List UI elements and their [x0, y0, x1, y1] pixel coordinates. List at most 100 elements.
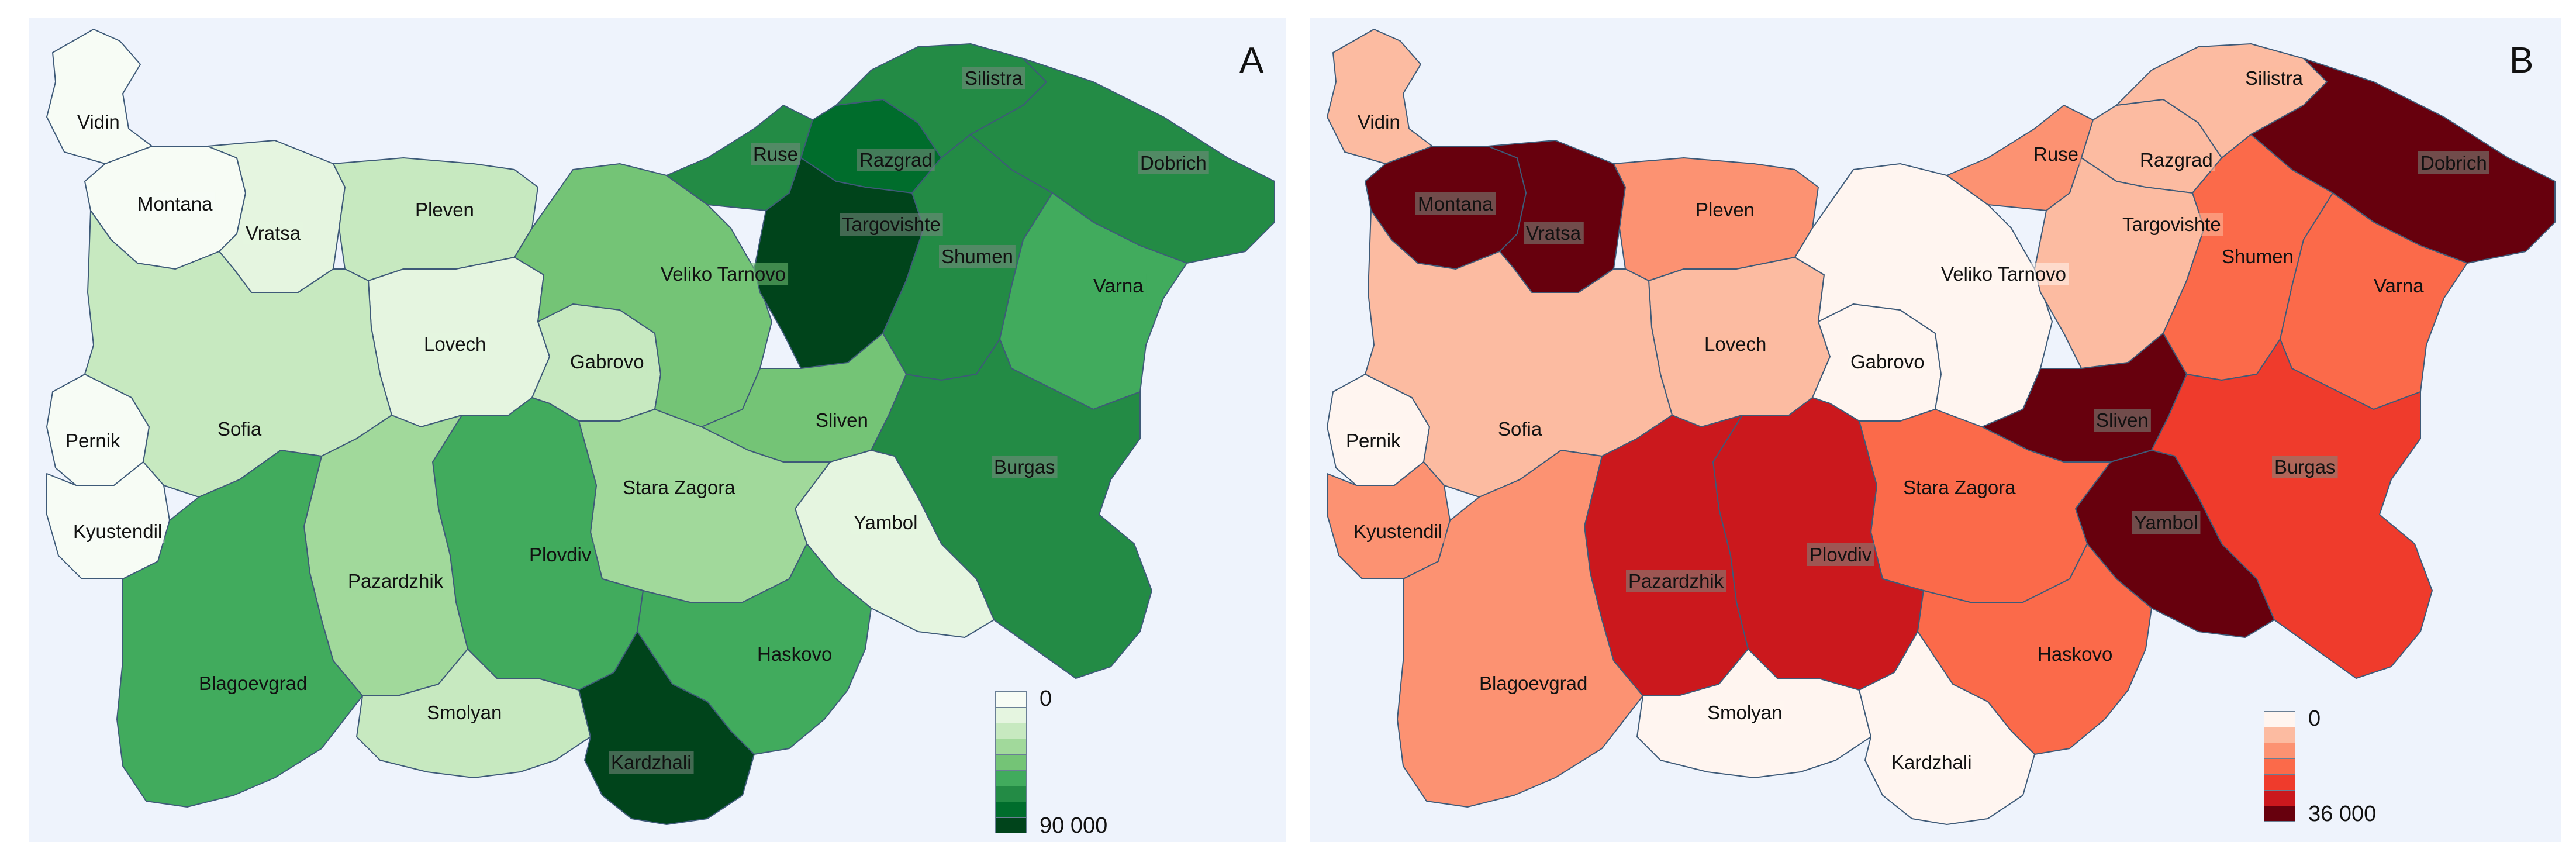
region-label-bg-burgas-b — [2272, 456, 2338, 478]
region-label-bg-varna-a — [1091, 274, 1147, 297]
region-label-varna-b: Varna — [2374, 275, 2424, 296]
region-label-group-smolyan-a: Smolyan — [424, 701, 505, 724]
region-label-group-sofia-a: Sofia — [215, 418, 264, 440]
region-label-bg-blagoevgrad-b — [1477, 672, 1590, 695]
region-label-kardzhali-a: Kardzhali — [611, 751, 692, 773]
region-label-bg-pazardzhik-b — [1626, 570, 1726, 592]
region-label-dobrich-a: Dobrich — [1140, 152, 1207, 174]
region-label-bg-stara-zagora-b — [1901, 476, 2019, 499]
region-label-bg-pernik-b — [1344, 429, 1404, 452]
region-label-plovdiv-a: Plovdiv — [529, 544, 592, 565]
choropleth-map-a: Vidin Montana Vratsa Pleven Lovech Gabrovo Vel… — [46, 29, 1275, 825]
region-label-bg-sliven-b — [2094, 409, 2151, 432]
region-label-bg-pazardzhik-a — [346, 570, 446, 592]
legend-swatch-a-8 — [995, 817, 1027, 833]
region-label-group-razgrad-a: Razgrad — [857, 149, 935, 171]
region-label-bg-sliven-a — [813, 409, 871, 432]
legend-swatch-b-5 — [2264, 790, 2295, 806]
region-label-burgas-b: Burgas — [2274, 456, 2336, 478]
region-label-targovishte-a: Targovishte — [842, 213, 941, 235]
region-label-group-vratsa-a: Vratsa — [243, 222, 303, 244]
region-label-blagoevgrad-a: Blagoevgrad — [199, 672, 307, 694]
region-label-group-stara-zagora-a: Stara Zagora — [620, 476, 738, 499]
legend-color-scale-b — [2264, 711, 2295, 822]
region-label-group-shumen-b: Shumen — [2219, 245, 2296, 268]
region-label-group-montana-a: Montana — [135, 192, 216, 215]
region-label-group-dobrich-a: Dobrich — [1138, 151, 1209, 174]
region-label-bg-smolyan-b — [1705, 701, 1785, 724]
region-label-silistra-b: Silistra — [2245, 67, 2304, 89]
region-label-bg-kyustendil-b — [1351, 520, 1445, 543]
legend-swatch-a-5 — [995, 770, 1027, 786]
region-label-group-smolyan-b: Smolyan — [1705, 701, 1785, 724]
region-label-bg-veliko-tarnovo-b — [1939, 263, 2069, 285]
region-label-group-pernik-a: Pernik — [63, 429, 123, 452]
region-label-group-haskovo-b: Haskovo — [2035, 643, 2115, 665]
region-kardzhali-a — [578, 631, 755, 825]
region-label-group-burgas-a: Burgas — [992, 456, 1058, 478]
region-label-bg-veliko-tarnovo-a — [658, 263, 789, 285]
region-label-bg-sofia-a — [215, 418, 264, 440]
region-label-pernik-a: Pernik — [65, 430, 120, 451]
region-label-burgas-a: Burgas — [994, 456, 1055, 478]
region-label-lovech-a: Lovech — [424, 333, 486, 355]
region-label-vratsa-a: Vratsa — [246, 222, 301, 244]
region-label-group-yambol-a: Yambol — [851, 511, 920, 534]
region-label-bg-montana-b — [1415, 192, 1496, 215]
region-label-vidin-b: Vidin — [1358, 111, 1400, 133]
region-label-group-blagoevgrad-b: Blagoevgrad — [1477, 672, 1590, 695]
region-label-bg-razgrad-a — [857, 149, 935, 171]
region-label-bg-montana-a — [135, 192, 216, 215]
region-label-pazardzhik-b: Pazardzhik — [1628, 570, 1724, 592]
region-label-bg-varna-b — [2371, 274, 2427, 297]
region-label-bg-burgas-a — [992, 456, 1058, 478]
legend-swatch-b-2 — [2264, 743, 2295, 758]
region-vidin-a — [46, 29, 153, 164]
region-label-group-dobrich-b: Dobrich — [2418, 151, 2489, 174]
region-label-group-pazardzhik-b: Pazardzhik — [1626, 570, 1726, 592]
region-kardzhali-b — [1859, 631, 2035, 825]
region-label-plovdiv-b: Plovdiv — [1810, 544, 1872, 565]
region-label-group-razgrad-b: Razgrad — [2138, 149, 2215, 171]
legend-swatch-b-4 — [2264, 774, 2295, 790]
region-label-group-ruse-b: Ruse — [2031, 143, 2081, 165]
panel-letter-a: A — [1239, 40, 1264, 81]
region-label-ruse-b: Ruse — [2033, 143, 2078, 165]
region-label-group-kardzhali-b: Kardzhali — [1889, 751, 1974, 774]
region-label-bg-shumen-b — [2219, 245, 2296, 268]
region-label-bg-vratsa-a — [243, 222, 303, 244]
region-label-group-sliven-b: Sliven — [2094, 409, 2151, 432]
region-label-haskovo-b: Haskovo — [2038, 643, 2112, 665]
region-label-bg-pernik-a — [63, 429, 123, 452]
region-label-bg-pleven-b — [1693, 198, 1757, 221]
legend-swatch-a-1 — [995, 707, 1027, 723]
region-label-dobrich-b: Dobrich — [2420, 152, 2487, 174]
region-label-bg-plovdiv-a — [527, 543, 594, 566]
region-label-stara-zagora-b: Stara Zagora — [1903, 477, 2016, 498]
choropleth-map-b: Vidin Montana Vratsa Pleven Lovech Gabrovo Vel… — [1327, 29, 2556, 825]
region-label-group-plovdiv-b: Plovdiv — [1807, 543, 1874, 566]
legend-color-scale-a — [995, 691, 1027, 833]
legend-a: 0 90 000 — [995, 686, 1107, 838]
region-label-silistra-a: Silistra — [965, 67, 1023, 89]
region-label-group-pazardzhik-a: Pazardzhik — [346, 570, 446, 592]
region-label-bg-kardzhali-a — [609, 751, 694, 774]
legend-max-label-b: 36 000 — [2308, 802, 2377, 826]
region-label-blagoevgrad-b: Blagoevgrad — [1479, 672, 1587, 694]
region-label-bg-targovishte-b — [2120, 213, 2223, 236]
region-label-group-vidin-a: Vidin — [75, 111, 122, 133]
region-label-group-pernik-b: Pernik — [1344, 429, 1404, 452]
region-label-bg-dobrich-b — [2418, 151, 2489, 174]
region-label-sofia-a: Sofia — [217, 418, 262, 440]
region-label-group-gabrovo-b: Gabrovo — [1848, 350, 1927, 373]
region-label-smolyan-b: Smolyan — [1707, 702, 1782, 723]
region-label-group-sliven-a: Sliven — [813, 409, 871, 432]
region-label-bg-haskovo-b — [2035, 643, 2115, 665]
region-label-pleven-b: Pleven — [1696, 199, 1755, 220]
region-labels-a: Vidin Montana Vratsa Pleven Lovech Gabrovo Vel… — [63, 67, 1209, 774]
region-blagoevgrad-b — [1397, 450, 1643, 808]
legend-swatch-a-4 — [995, 754, 1027, 770]
region-label-group-silistra-b: Silistra — [2243, 67, 2306, 89]
region-label-sofia-b: Sofia — [1498, 418, 1542, 440]
region-label-yambol-b: Yambol — [2134, 512, 2198, 533]
